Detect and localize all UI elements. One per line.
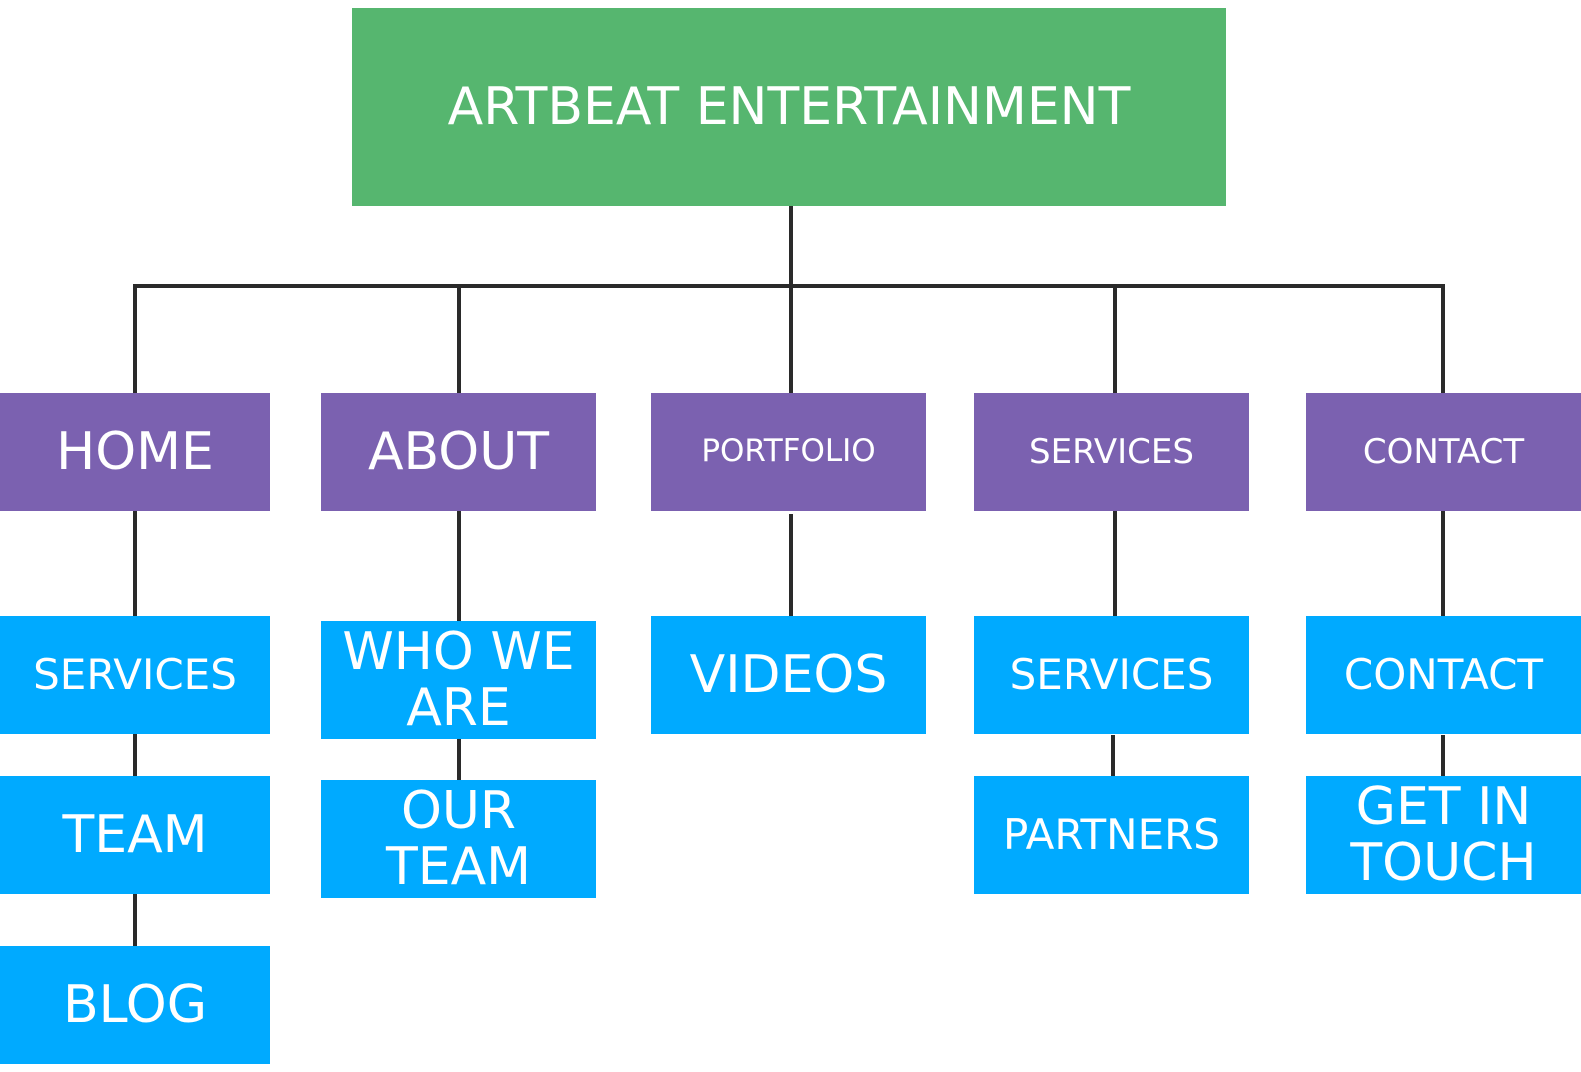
- page-contact-get-in-touch: GET IN TOUCH: [1306, 776, 1581, 894]
- page-contact-get-in-touch-label: GET IN TOUCH: [1350, 776, 1537, 893]
- category-services-label: SERVICES: [1029, 431, 1194, 472]
- page-about-our-team-label: OUR TEAM: [385, 780, 532, 897]
- root-node-label: ARTBEAT ENTERTAINMENT: [447, 76, 1131, 137]
- page-contact-contact-label: CONTACT: [1343, 650, 1544, 700]
- category-home: HOME: [0, 393, 270, 511]
- page-home-services-label: SERVICES: [33, 650, 237, 700]
- page-portfolio-videos-label: VIDEOS: [689, 644, 888, 705]
- page-home-blog: BLOG: [0, 946, 270, 1064]
- category-about-label: ABOUT: [367, 421, 550, 482]
- page-home-services: SERVICES: [0, 616, 270, 734]
- root-node: ARTBEAT ENTERTAINMENT: [352, 8, 1226, 206]
- page-about-who-we-are-label: WHO WE ARE: [342, 621, 575, 738]
- page-services-partners-label: PARTNERS: [1003, 810, 1220, 860]
- page-home-team-label: TEAM: [62, 804, 208, 865]
- page-services-services: SERVICES: [974, 616, 1249, 734]
- page-about-who-we-are: WHO WE ARE: [321, 621, 596, 739]
- category-about: ABOUT: [321, 393, 596, 511]
- page-portfolio-videos: VIDEOS: [651, 616, 926, 734]
- page-services-partners: PARTNERS: [974, 776, 1249, 894]
- category-contact: CONTACT: [1306, 393, 1581, 511]
- category-home-label: HOME: [56, 421, 214, 482]
- category-portfolio-label: PORTFOLIO: [701, 433, 876, 470]
- page-home-blog-label: BLOG: [62, 974, 207, 1035]
- category-services: SERVICES: [974, 393, 1249, 511]
- category-portfolio: PORTFOLIO: [651, 393, 926, 511]
- page-home-team: TEAM: [0, 776, 270, 894]
- page-services-services-label: SERVICES: [1009, 650, 1214, 700]
- page-about-our-team: OUR TEAM: [321, 780, 596, 898]
- page-contact-contact: CONTACT: [1306, 616, 1581, 734]
- category-contact-label: CONTACT: [1362, 431, 1525, 472]
